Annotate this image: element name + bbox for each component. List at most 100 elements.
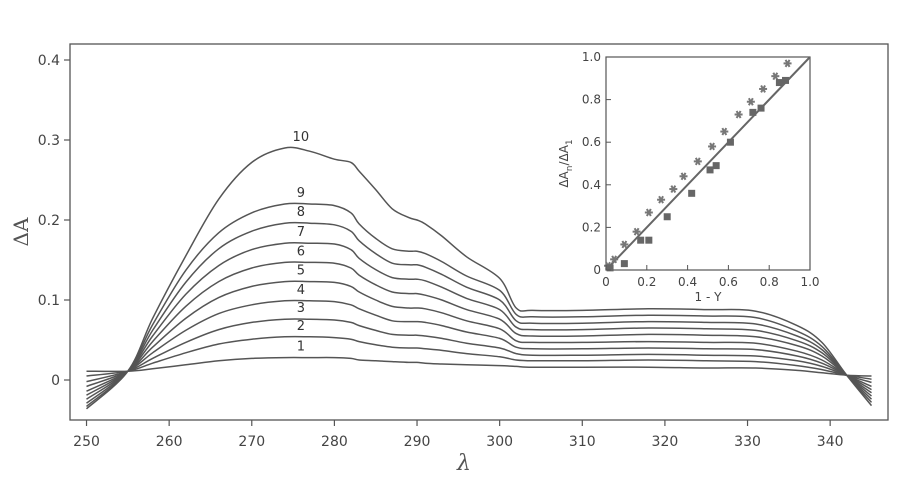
inset-star-point [783,59,792,68]
inset-star-stroke [680,172,687,181]
inset-square-point [620,260,628,268]
curve-label-6: 6 [297,244,305,259]
inset-star-point [693,157,702,166]
inset-star-point [734,110,743,119]
inset-scatter-chart: 0 0.2 0.4 0.6 0.8 1.0 00.20.40.60.81.0 1 - Y … [557,50,820,304]
inset-star-stroke [621,240,628,249]
curve-label-7: 7 [297,225,305,240]
inset-square-point [712,162,720,170]
inset-square-point [757,104,765,112]
inset-star-stroke [760,84,766,93]
inset-square-point [706,166,714,174]
x-tick-label: 340 [817,434,844,450]
x-tick-label: 290 [404,434,431,450]
inset-x-tick-label: 0.6 [719,275,738,289]
curve-4 [86,299,872,388]
curve-label-3: 3 [297,301,305,316]
inset-star-stroke [709,142,715,151]
curve-1 [86,356,872,377]
curve-6 [86,261,872,396]
inset-y-tick-label: 0.2 [582,220,601,234]
inset-star-point [620,240,629,249]
inset-square-point [663,213,671,221]
inset-x-tick-label: 0.4 [678,275,697,289]
inset-x-axis-title: 1 - Y [695,290,723,304]
x-axis-ticks: 250 260 270 280 290 300 310 320 330 340 [73,420,844,450]
inset-star-stroke [633,227,640,236]
inset-ylabel-sub1: n [565,166,575,172]
curve-label-1: 1 [297,340,305,355]
inset-star-point [657,195,666,204]
inset-ylabel-sub2: 1 [565,139,575,145]
y-tick-label: 0.2 [38,213,60,229]
inset-star-stroke [735,110,742,119]
x-tick-label: 280 [321,434,348,450]
inset-y-axis-title: ΔAn/ΔA1 [557,139,575,187]
x-axis-title: λ [456,451,471,476]
inset-star-point [610,255,619,264]
inset-star-point [644,208,653,217]
curve-9 [86,202,873,407]
inset-star-point [679,172,688,181]
inset-star-point [632,227,641,236]
inset-x-tick-label: 0.8 [760,275,779,289]
curve-label-2: 2 [297,319,305,334]
inset-star-point [746,97,755,106]
x-tick-label: 330 [734,434,761,450]
inset-square-point [775,79,783,87]
curve-7 [86,241,872,400]
main-plot-frame [69,43,889,421]
inset-square-point [782,76,790,84]
inset-x-ticks: 0 0.2 0.4 0.6 0.8 1.0 [602,265,820,289]
inset-star-point [708,142,717,151]
x-tick-label: 260 [156,434,183,450]
inset-square-point [645,236,653,244]
inset-star-point [669,185,678,194]
inset-y-tick-label: 0.6 [582,135,601,149]
y-tick-label: 0.1 [38,293,60,309]
curve-label-4: 4 [297,283,305,298]
x-tick-label: 250 [73,434,100,450]
curve-8 [86,221,873,404]
inset-x-tick-label: 1.0 [800,275,819,289]
inset-y-tick-label: 0 [593,263,601,277]
x-tick-label: 300 [486,434,513,450]
inset-square-point [726,138,734,146]
inset-y-ticks: 0 0.2 0.4 0.6 0.8 1.0 [582,50,611,277]
inset-star-point [720,127,729,136]
spectra-curves [85,146,873,410]
inset-fit-line [605,56,811,271]
y-axis-ticks: 0 0.1 0.2 0.3 0.4 [38,53,70,389]
curve-5 [86,280,872,392]
inset-x-tick-label: 0.2 [637,275,656,289]
inset-star-stroke [670,185,677,194]
inset-ylabel-main: ΔA [557,170,571,187]
inset-square-point [637,236,645,244]
curve-10 [85,146,873,410]
inset-x-tick-label: 0 [602,275,610,289]
y-tick-label: 0 [51,373,60,389]
inset-star-stroke [747,97,754,106]
curve-label-5: 5 [297,264,305,279]
inset-y-tick-label: 1.0 [582,50,601,64]
x-tick-label: 320 [652,434,679,450]
inset-star-stroke [658,195,664,204]
curve-label-8: 8 [297,205,305,220]
curve-label-10: 10 [293,130,310,145]
inset-star-stroke [772,72,779,81]
curve-labels: 1 2 3 4 5 6 7 8 9 10 [293,130,310,355]
curve-3 [86,318,872,384]
y-axis-title: ΔA [9,217,33,246]
inset-square-point [606,264,614,272]
x-tick-label: 310 [569,434,596,450]
x-tick-label: 270 [238,434,265,450]
inset-square-point [688,189,696,197]
inset-square-point [749,108,757,116]
inset-ylabel-sep: /ΔA [557,144,571,165]
y-tick-label: 0.3 [38,133,60,149]
y-tick-label: 0.4 [38,53,60,69]
inset-star-point [771,72,780,81]
inset-star-stroke [784,59,791,68]
